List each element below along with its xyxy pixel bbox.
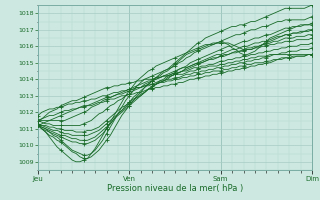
X-axis label: Pression niveau de la mer( hPa ): Pression niveau de la mer( hPa ): [107, 184, 243, 193]
